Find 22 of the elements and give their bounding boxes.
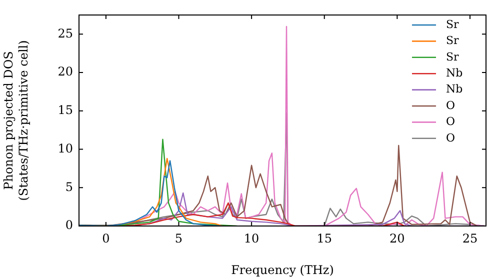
y-tick-label: 25 bbox=[58, 26, 73, 40]
y-axis-title: Phonon projected DOS (States/THz·primitive cell) bbox=[2, 40, 31, 201]
legend-label: O bbox=[446, 98, 456, 112]
y-tick-label: 20 bbox=[58, 64, 73, 79]
y-tick-label: 15 bbox=[58, 103, 73, 118]
x-tick-label: 10 bbox=[244, 231, 260, 246]
x-tick-label: 25 bbox=[462, 231, 478, 246]
x-axis-title: Frequency (THz) bbox=[231, 262, 334, 277]
x-tick-label: 5 bbox=[174, 231, 183, 246]
legend-label: Sr bbox=[446, 50, 460, 64]
legend-label: Nb bbox=[446, 66, 463, 80]
legend-label: Sr bbox=[446, 34, 460, 48]
y-tick-label: 0 bbox=[65, 218, 73, 232]
x-tick-label: 15 bbox=[316, 231, 332, 246]
x-tick-label: 20 bbox=[390, 231, 405, 246]
legend-label: Nb bbox=[446, 82, 463, 96]
legend-label: O bbox=[446, 115, 456, 128]
legend-label: Sr bbox=[446, 18, 460, 31]
x-tick-label: 0 bbox=[102, 231, 110, 246]
y-tick-label: 10 bbox=[58, 141, 73, 156]
y-tick-label: 5 bbox=[65, 180, 73, 194]
legend-label: O bbox=[446, 131, 456, 144]
